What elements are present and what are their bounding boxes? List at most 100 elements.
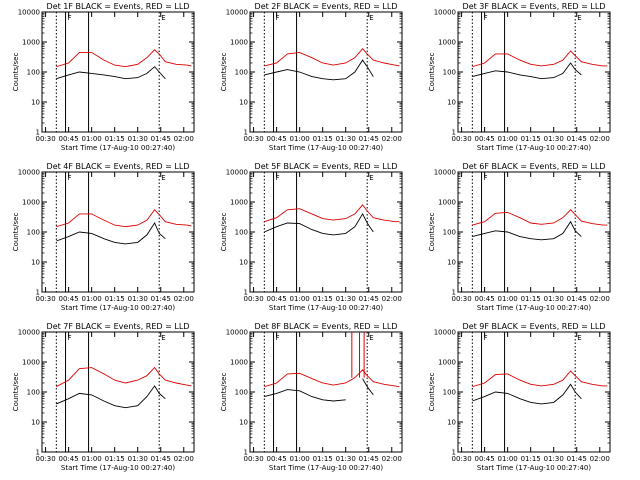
panel-6: Det 6F BLACK = Events, RED = LLD 1 10 100 10… bbox=[428, 162, 611, 312]
plot-frame bbox=[41, 11, 195, 133]
plot-frame bbox=[457, 331, 611, 453]
y-tick-label: 10000 bbox=[434, 9, 456, 17]
x-axis-label: Start Time (17-Aug-10 00:27:40) bbox=[269, 464, 383, 472]
x-tick-label: 01:15 bbox=[105, 295, 125, 303]
series-line-events bbox=[56, 66, 166, 80]
y-tick-label: 10 bbox=[239, 259, 248, 267]
series-line-lld bbox=[472, 50, 608, 68]
x-tick-label: 01:45 bbox=[567, 455, 587, 463]
marker-label-e: E bbox=[161, 334, 165, 342]
x-tick-label: 01:30 bbox=[544, 295, 564, 303]
marker-label-e: E bbox=[577, 14, 581, 22]
x-tick-label: 00:45 bbox=[59, 135, 79, 143]
marker-label-e: E bbox=[369, 334, 373, 342]
series-line-lld bbox=[56, 209, 192, 228]
x-tick-label: 02:00 bbox=[590, 135, 610, 143]
y-tick-label: 10000 bbox=[226, 329, 248, 337]
plot-frame bbox=[41, 171, 195, 293]
series-line-lld bbox=[264, 369, 400, 388]
y-tick-label: 1 bbox=[244, 129, 248, 137]
series-line-lld bbox=[472, 209, 608, 226]
x-tick-label: 01:00 bbox=[290, 455, 310, 463]
y-tick-label: 10000 bbox=[226, 9, 248, 17]
marker-label-f: F bbox=[276, 174, 280, 182]
x-tick-label: 01:00 bbox=[82, 295, 102, 303]
series-line-events bbox=[264, 212, 374, 236]
y-tick-label: 1000 bbox=[22, 39, 40, 47]
panel-4: Det 4F BLACK = Events, RED = LLD 1 10 100 10… bbox=[12, 162, 195, 312]
x-tick-label: 02:00 bbox=[382, 295, 402, 303]
marker-label-f: F bbox=[276, 14, 280, 22]
marker-label-e: E bbox=[369, 14, 373, 22]
x-tick-label: 00:30 bbox=[35, 135, 55, 143]
marker-label-e: E bbox=[161, 14, 165, 22]
x-tick-label: 00:30 bbox=[451, 135, 471, 143]
x-tick-label: 02:00 bbox=[590, 455, 610, 463]
y-tick-label: 10 bbox=[447, 259, 456, 267]
y-axis-label: Counts/sec bbox=[220, 373, 228, 412]
plot-frame bbox=[249, 171, 403, 293]
panel-title: Det 7F BLACK = Events, RED = LLD bbox=[47, 322, 190, 331]
panel-title: Det 2F BLACK = Events, RED = LLD bbox=[255, 2, 398, 11]
x-tick-label: 00:30 bbox=[35, 455, 55, 463]
x-tick-label: 01:45 bbox=[567, 295, 587, 303]
x-tick-label: 00:45 bbox=[475, 295, 495, 303]
x-tick-label: 01:00 bbox=[498, 135, 518, 143]
marker-label-e: E bbox=[577, 334, 581, 342]
x-axis-label: Start Time (17-Aug-10 00:27:40) bbox=[269, 304, 383, 312]
x-tick-label: 01:00 bbox=[82, 455, 102, 463]
x-tick-label: 01:45 bbox=[359, 455, 379, 463]
y-tick-label: 100 bbox=[235, 389, 248, 397]
series-line-lld bbox=[472, 370, 608, 388]
y-tick-label: 1 bbox=[452, 289, 456, 297]
marker-label-f: F bbox=[276, 334, 280, 342]
x-tick-label: 00:30 bbox=[243, 455, 263, 463]
y-tick-label: 100 bbox=[27, 389, 40, 397]
x-axis-label: Start Time (17-Aug-10 00:27:40) bbox=[61, 144, 175, 152]
y-axis-label: Counts/sec bbox=[12, 53, 20, 92]
series-line-lld bbox=[264, 204, 400, 223]
y-tick-label: 1 bbox=[452, 129, 456, 137]
y-tick-label: 1 bbox=[36, 129, 40, 137]
marker-label-e: E bbox=[369, 174, 373, 182]
x-axis-label: Start Time (17-Aug-10 00:27:40) bbox=[61, 304, 175, 312]
y-axis-label: Counts/sec bbox=[220, 213, 228, 252]
panel-1: Det 1F BLACK = Events, RED = LLD 1 10 100 10… bbox=[12, 2, 195, 152]
y-tick-label: 1000 bbox=[22, 359, 40, 367]
panel-2: Det 2F BLACK = Events, RED = LLD 1 10 100 10… bbox=[220, 2, 403, 152]
y-axis-label: Counts/sec bbox=[12, 213, 20, 252]
x-tick-label: 02:00 bbox=[174, 295, 194, 303]
x-tick-label: 01:15 bbox=[105, 135, 125, 143]
x-tick-label: 00:45 bbox=[59, 295, 79, 303]
panel-title: Det 9F BLACK = Events, RED = LLD bbox=[463, 322, 606, 331]
x-tick-label: 01:30 bbox=[544, 455, 564, 463]
y-tick-label: 10000 bbox=[18, 169, 40, 177]
marker-label-f: F bbox=[68, 174, 72, 182]
y-tick-label: 10 bbox=[447, 419, 456, 427]
x-tick-label: 01:15 bbox=[521, 135, 541, 143]
x-axis-label: Start Time (17-Aug-10 00:27:40) bbox=[61, 464, 175, 472]
x-tick-label: 00:30 bbox=[451, 295, 471, 303]
panel-8: Det 8F BLACK = Events, RED = LLD 1 10 100 10… bbox=[220, 322, 403, 472]
y-tick-label: 1 bbox=[452, 449, 456, 457]
y-tick-label: 1 bbox=[36, 289, 40, 297]
series-line-events bbox=[264, 59, 374, 81]
x-tick-label: 00:45 bbox=[59, 455, 79, 463]
y-tick-label: 100 bbox=[235, 229, 248, 237]
x-tick-label: 00:30 bbox=[35, 295, 55, 303]
panel-5: Det 5F BLACK = Events, RED = LLD 1 10 100 10… bbox=[220, 162, 403, 312]
y-tick-label: 10 bbox=[31, 259, 40, 267]
x-tick-label: 02:00 bbox=[382, 135, 402, 143]
y-tick-label: 1 bbox=[244, 449, 248, 457]
x-tick-label: 00:45 bbox=[267, 295, 287, 303]
y-axis-label: Counts/sec bbox=[428, 53, 436, 92]
y-tick-label: 1000 bbox=[230, 359, 248, 367]
x-tick-label: 02:00 bbox=[590, 295, 610, 303]
marker-label-f: F bbox=[484, 174, 488, 182]
y-tick-label: 1000 bbox=[230, 39, 248, 47]
y-tick-label: 10 bbox=[31, 99, 40, 107]
x-tick-label: 01:00 bbox=[290, 295, 310, 303]
y-tick-label: 1000 bbox=[438, 39, 456, 47]
marker-label-f: F bbox=[68, 334, 72, 342]
marker-label-f: F bbox=[68, 14, 72, 22]
